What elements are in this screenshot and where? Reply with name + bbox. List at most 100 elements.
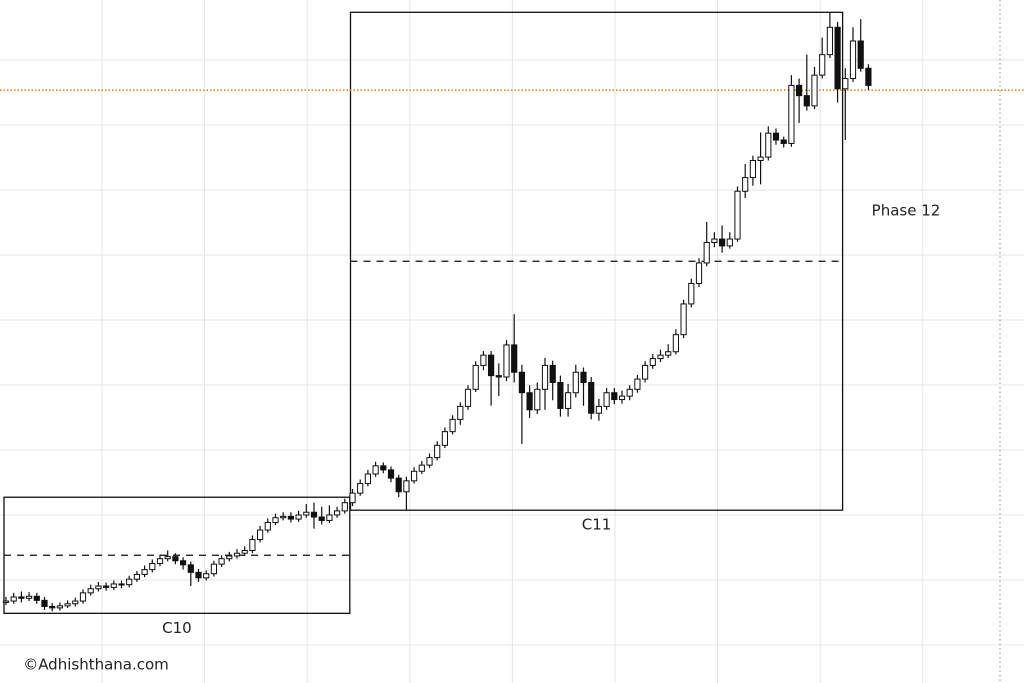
candle-body [772, 132, 780, 141]
candle-body [757, 156, 764, 162]
candle-body [534, 388, 541, 411]
candle-body [819, 54, 826, 76]
candle-body [726, 238, 733, 247]
candle-body [734, 190, 741, 240]
candle-body [796, 84, 803, 97]
candle-body [811, 74, 818, 107]
candle-body [118, 583, 125, 586]
candle-body [826, 26, 833, 56]
candle-body [272, 517, 279, 523]
candle-body [49, 606, 56, 609]
candle-body [588, 381, 595, 414]
candle-body [133, 573, 141, 580]
candle-body [680, 303, 687, 336]
candle-body [842, 78, 849, 90]
candle-body [103, 585, 110, 588]
candle-body [364, 473, 371, 485]
candle-body [626, 388, 633, 397]
candle-body [257, 529, 264, 541]
candle-body [572, 371, 579, 394]
candle-body [426, 457, 433, 466]
candle-body [618, 395, 626, 401]
candle-body [349, 492, 356, 504]
candle-body [749, 160, 756, 179]
candle-body [765, 132, 772, 158]
candle-body [310, 511, 318, 518]
candle-body [156, 558, 164, 564]
candle-body [788, 84, 795, 144]
candle-body [372, 465, 379, 475]
candle-body [434, 444, 441, 459]
candle-body [2, 600, 10, 603]
candle-body [249, 539, 256, 551]
candle-body [126, 578, 133, 586]
candle-body [149, 562, 156, 571]
candle-body [411, 470, 418, 482]
candle-body [187, 564, 194, 573]
candle-body [287, 515, 294, 520]
candle-body [711, 238, 718, 243]
candle-body [110, 583, 117, 588]
candle-body [18, 596, 25, 599]
candle-body [849, 40, 857, 80]
candle-body [210, 563, 218, 575]
candle-body [341, 502, 348, 512]
candle-body [642, 364, 649, 380]
candle-body [10, 596, 17, 602]
candle-body [688, 282, 695, 305]
candle-body [541, 364, 549, 390]
candle-body [557, 381, 564, 409]
candle-body [865, 67, 872, 86]
candle-body [226, 555, 233, 560]
watermark: ©Adhishthana.com [23, 656, 169, 674]
candle-body [295, 514, 302, 520]
candle-body [526, 392, 533, 411]
candle-body [264, 521, 271, 531]
candle-body [457, 405, 464, 420]
candle-body [334, 510, 341, 516]
candle-body [326, 514, 333, 521]
candle-body [418, 464, 425, 472]
phase-label: C10 [162, 619, 192, 637]
candle-body [464, 388, 472, 407]
candle-body [657, 354, 664, 360]
candle-body [449, 418, 456, 433]
candle-body [649, 358, 656, 366]
candle-body [834, 26, 841, 90]
candle-body [742, 177, 749, 192]
candle-body [164, 556, 171, 560]
candle-body [595, 405, 602, 414]
candle-body [87, 588, 94, 594]
candle-body [303, 511, 310, 516]
candle-body [511, 344, 518, 373]
candle-body [180, 560, 187, 566]
candle-body [79, 592, 87, 602]
candle-body [703, 241, 710, 264]
candle-body [780, 139, 787, 144]
candle-body [480, 354, 487, 366]
candle-body [603, 392, 610, 407]
candle-body [241, 549, 248, 554]
candle-body [857, 40, 864, 69]
candle-body [56, 605, 63, 609]
phase-annotation: Phase 12 [872, 202, 941, 220]
candle-body [141, 569, 148, 575]
candle-body [695, 262, 703, 284]
candle-body [172, 556, 179, 562]
candle-body [387, 469, 395, 479]
candle-body [580, 371, 587, 383]
candle-body [488, 354, 495, 377]
candle-body [672, 334, 679, 353]
candle-body [518, 371, 525, 394]
candle-body [26, 595, 33, 599]
candle-body [395, 477, 402, 493]
candle-body [665, 351, 672, 356]
candle-body [72, 600, 79, 605]
candle-body [441, 431, 448, 446]
candle-body [803, 95, 810, 107]
candle-body [280, 515, 287, 519]
candle-body [64, 603, 71, 607]
